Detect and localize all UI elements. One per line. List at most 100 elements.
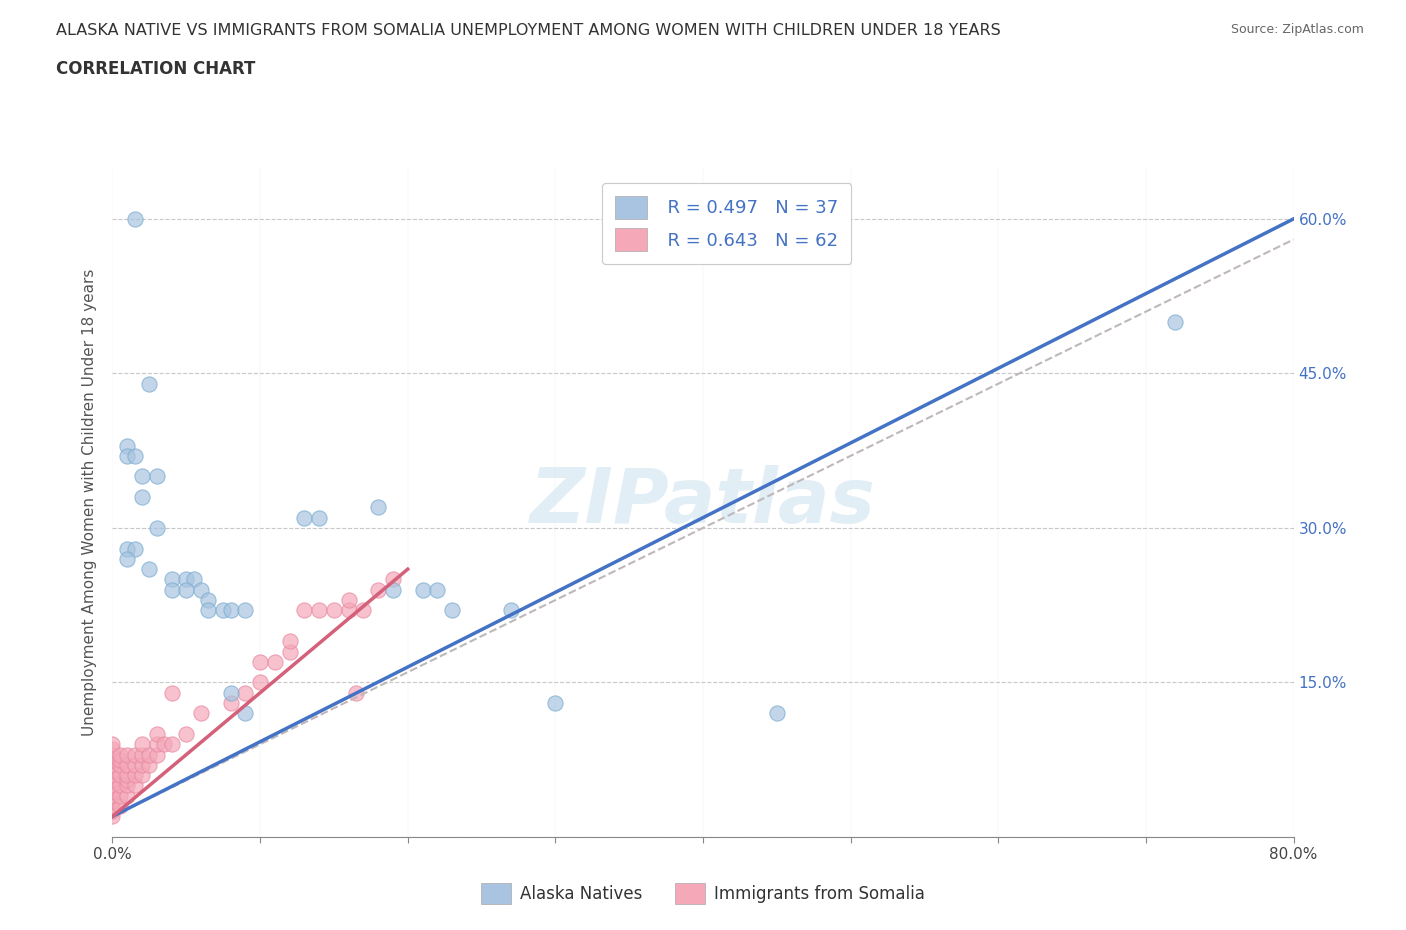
Point [101,752,124,767]
Point [124,541,146,556]
Point [160,685,183,700]
Point [292,511,315,525]
Point [101,783,124,798]
Point [117,768,138,783]
Point [138,562,160,577]
Point [174,726,197,741]
Point [124,448,146,463]
Point [233,685,256,700]
Point [197,603,219,618]
Point [249,675,271,690]
Point [190,582,212,597]
Point [108,747,131,762]
Point [766,706,789,721]
Y-axis label: Unemployment Among Women with Children Under 18 years: Unemployment Among Women with Children U… [82,269,97,736]
Point [101,747,124,762]
Point [101,757,124,772]
Legend: Alaska Natives, Immigrants from Somalia: Alaska Natives, Immigrants from Somalia [472,874,934,912]
Point [1164,314,1187,329]
Point [117,438,138,453]
Point [101,789,124,804]
Point [426,582,449,597]
Point [544,696,567,711]
Point [117,757,138,772]
Point [308,603,330,618]
Point [212,603,235,618]
Point [190,706,212,721]
Point [160,582,183,597]
Point [108,789,131,804]
Point [101,742,124,757]
Text: ZIPatlas: ZIPatlas [530,465,876,539]
Point [101,804,124,818]
Point [131,469,153,484]
Point [411,582,433,597]
Point [117,448,138,463]
Point [367,582,389,597]
Point [197,592,219,607]
Point [174,582,197,597]
Point [117,789,138,804]
Point [108,752,131,767]
Text: ALASKA NATIVE VS IMMIGRANTS FROM SOMALIA UNEMPLOYMENT AMONG WOMEN WITH CHILDREN : ALASKA NATIVE VS IMMIGRANTS FROM SOMALIA… [56,23,1001,38]
Point [131,737,153,751]
Point [233,603,256,618]
Point [117,551,138,566]
Point [337,603,360,618]
Point [174,572,197,587]
Point [108,757,131,772]
Point [124,211,146,226]
Point [108,799,131,814]
Point [308,511,330,525]
Point [117,747,138,762]
Point [101,793,124,808]
Text: Source: ZipAtlas.com: Source: ZipAtlas.com [1230,23,1364,36]
Point [382,582,405,597]
Text: CORRELATION CHART: CORRELATION CHART [56,60,256,78]
Point [124,757,146,772]
Point [382,572,405,587]
Point [101,768,124,783]
Point [278,634,301,649]
Point [249,655,271,670]
Point [441,603,464,618]
Point [131,489,153,504]
Point [219,696,242,711]
Point [146,747,169,762]
Point [146,521,169,536]
Point [124,768,146,783]
Point [117,541,138,556]
Point [117,773,138,788]
Point [101,737,124,751]
Point [146,469,169,484]
Point [501,603,523,618]
Point [117,778,138,793]
Point [344,685,367,700]
Point [101,799,124,814]
Point [108,778,131,793]
Point [146,737,169,751]
Point [101,773,124,788]
Point [219,685,242,700]
Point [219,603,242,618]
Point [138,377,160,392]
Point [138,747,160,762]
Point [323,603,346,618]
Point [101,778,124,793]
Point [124,778,146,793]
Point [183,572,205,587]
Point [352,603,374,618]
Point [264,655,287,670]
Point [101,809,124,824]
Point [146,726,169,741]
Point [131,768,153,783]
Point [160,572,183,587]
Point [138,757,160,772]
Point [131,757,153,772]
Point [131,747,153,762]
Point [101,763,124,777]
Legend:   R = 0.497   N = 37,   R = 0.643   N = 62: R = 0.497 N = 37, R = 0.643 N = 62 [602,183,851,264]
Point [292,603,315,618]
Point [160,737,183,751]
Point [153,737,176,751]
